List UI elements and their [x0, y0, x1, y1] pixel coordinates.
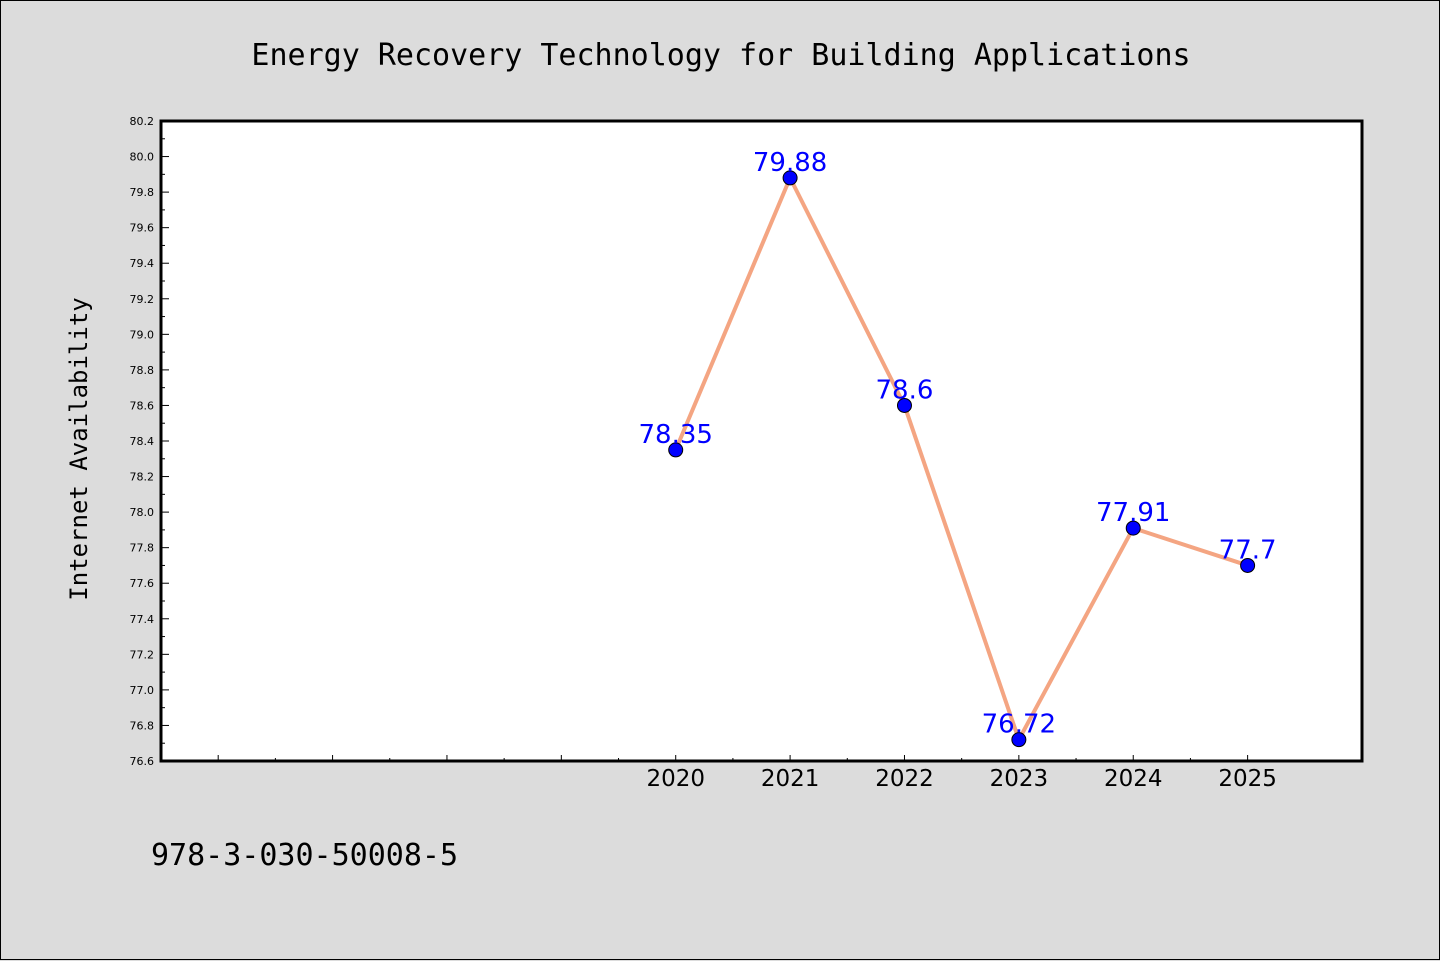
- y-tick-label: 78.6: [130, 399, 155, 412]
- y-axis: 76.6 76.8 77.0 77.2 77.4 77.6 77.8 78.0 78.2 78.4…: [130, 115, 169, 768]
- data-label: 76.72: [982, 710, 1056, 740]
- data-point: [1240, 557, 1256, 573]
- series-line: [673, 175, 1250, 742]
- series-markers: [668, 170, 1256, 748]
- isbn-footer: 978-3-030-50008-5: [151, 838, 458, 873]
- x-tick-label: 2021: [761, 766, 820, 792]
- y-tick-label: 77.4: [130, 613, 155, 626]
- y-tick-label: 78.8: [130, 364, 155, 377]
- data-labels: 78.35 79.88 78.6 76.72 77.91 77.7: [638, 148, 1276, 740]
- y-tick-label: 80.2: [130, 115, 155, 128]
- x-tick-label: 2024: [1104, 766, 1163, 792]
- y-tick-label: 79.2: [130, 293, 155, 306]
- data-label: 78.6: [876, 375, 934, 405]
- series-line-path: [673, 175, 1250, 742]
- x-axis: 2020 2021 2022 2023 2024 2025: [217, 755, 1277, 792]
- data-point: [1011, 732, 1027, 748]
- y-tick-label: 76.8: [130, 719, 155, 732]
- y-tick-label: 76.6: [130, 755, 155, 768]
- x-tick-label: 2020: [646, 766, 705, 792]
- y-tick-label: 79.0: [130, 328, 155, 341]
- y-tick-label: 78.2: [130, 471, 155, 484]
- y-tick-label: 79.8: [130, 186, 155, 199]
- y-tick-label: 77.6: [130, 577, 155, 590]
- data-point: [1125, 520, 1141, 536]
- chart-title: Energy Recovery Technology for Building …: [251, 38, 1190, 73]
- y-tick-label: 77.0: [130, 684, 155, 697]
- y-tick-label: 79.6: [130, 222, 155, 235]
- y-axis-label: Internet Availability: [65, 297, 93, 600]
- y-tick-label: 77.8: [130, 542, 155, 555]
- data-point: [668, 442, 684, 458]
- x-tick-label: 2023: [990, 766, 1049, 792]
- y-tick-label: 78.0: [130, 506, 155, 519]
- data-label: 77.91: [1096, 498, 1170, 528]
- plot-border: [159, 119, 1364, 763]
- y-tick-label: 77.2: [130, 648, 155, 661]
- data-point: [896, 397, 912, 413]
- x-tick-label: 2022: [875, 766, 934, 792]
- x-tick-label: 2025: [1218, 766, 1277, 792]
- data-point: [782, 170, 798, 186]
- data-label: 77.7: [1219, 535, 1277, 565]
- data-label: 79.88: [753, 148, 827, 178]
- plot-area: [161, 121, 1362, 761]
- y-tick-label: 79.4: [130, 257, 155, 270]
- y-tick-label: 78.4: [130, 435, 155, 448]
- data-label: 78.35: [638, 420, 712, 450]
- y-tick-label: 80.0: [130, 151, 155, 164]
